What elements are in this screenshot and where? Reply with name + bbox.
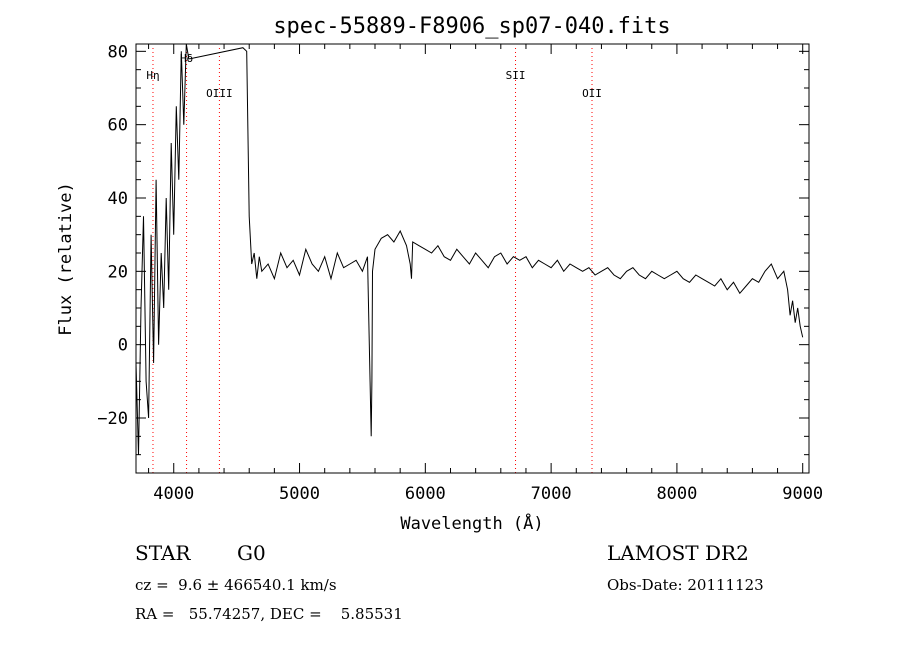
- spectrum-line: [135, 43, 804, 455]
- subclass-label: G0: [237, 541, 266, 565]
- spectral-line-label: OIII: [206, 87, 233, 100]
- spectral-line-label: OII: [582, 87, 602, 100]
- survey-label: LAMOST DR2: [607, 541, 749, 565]
- x-tick-label: 5000: [279, 484, 320, 504]
- y-tick-label: 80: [108, 42, 128, 62]
- chart-title: spec-55889-F8906_sp07-040.fits: [273, 14, 670, 39]
- redshift-label: cz = 9.6 ± 466540.1 km/s: [135, 576, 337, 594]
- y-tick-label: 40: [108, 189, 128, 209]
- coordinates-label: RA = 55.74257, DEC = 5.85531: [135, 605, 403, 623]
- plot-frame: [135, 43, 810, 474]
- spectral-line-label: SII: [506, 69, 526, 82]
- y-tick-label: 0: [118, 336, 128, 356]
- spectral-line-label: Hδ: [180, 52, 193, 65]
- spectral-line-label: Hη: [146, 69, 159, 82]
- x-tick-label: 6000: [405, 484, 446, 504]
- y-tick-label: 20: [108, 262, 128, 282]
- x-tick-label: 4000: [153, 484, 194, 504]
- x-tick-label: 9000: [782, 484, 823, 504]
- obs-date-label: Obs-Date: 20111123: [607, 576, 764, 594]
- x-tick-label: 7000: [531, 484, 572, 504]
- x-tick-label: 8000: [656, 484, 697, 504]
- y-axis: −20 0 20 40 60 80: [97, 42, 809, 456]
- y-axis-label: Flux (relative): [56, 182, 76, 336]
- spectral-line-markers: Hη Hδ OIII SII OII: [146, 48, 602, 473]
- x-axis-label: Wavelength (Å): [400, 512, 543, 534]
- y-tick-label: 60: [108, 116, 128, 136]
- classification-label: STAR: [135, 541, 191, 565]
- y-tick-label: −20: [97, 409, 128, 429]
- x-axis: 4000 5000 6000 7000 8000 9000: [148, 44, 823, 504]
